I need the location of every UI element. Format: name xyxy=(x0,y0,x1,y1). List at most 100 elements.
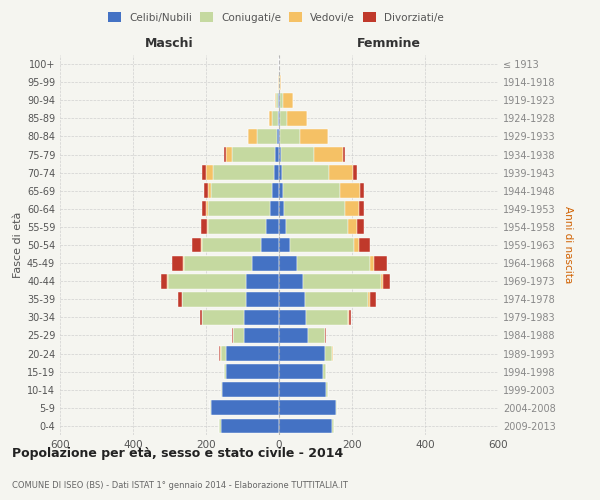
Bar xyxy=(297,256,370,270)
Bar xyxy=(226,346,279,361)
Bar xyxy=(272,111,278,126)
Bar xyxy=(344,202,359,216)
Bar xyxy=(325,328,326,343)
Bar xyxy=(224,147,226,162)
Bar xyxy=(329,165,353,180)
Bar xyxy=(246,292,279,306)
Bar xyxy=(221,346,226,361)
Bar xyxy=(278,93,279,108)
Bar xyxy=(284,202,345,216)
Bar xyxy=(314,147,343,162)
Bar xyxy=(206,165,214,180)
Bar xyxy=(280,129,300,144)
Bar xyxy=(279,111,280,126)
Bar xyxy=(343,147,344,162)
Bar xyxy=(370,292,376,306)
Text: Femmine: Femmine xyxy=(356,36,421,50)
Bar xyxy=(211,400,279,415)
Bar xyxy=(383,274,391,288)
Bar xyxy=(279,202,284,216)
Bar xyxy=(207,220,208,234)
Bar xyxy=(221,418,279,434)
Bar xyxy=(200,310,202,325)
Bar xyxy=(219,346,220,361)
Bar xyxy=(368,292,370,306)
Bar xyxy=(248,129,257,144)
Bar xyxy=(202,165,206,180)
Bar xyxy=(279,238,290,252)
Bar xyxy=(184,256,251,270)
Bar xyxy=(208,184,211,198)
Bar xyxy=(279,74,280,90)
Bar xyxy=(326,382,328,397)
Bar xyxy=(354,238,359,252)
Bar xyxy=(192,238,201,252)
Bar xyxy=(178,292,182,306)
Bar xyxy=(308,328,325,343)
Bar xyxy=(261,238,279,252)
Bar xyxy=(278,111,279,126)
Bar xyxy=(279,274,303,288)
Bar xyxy=(202,238,261,252)
Bar xyxy=(167,274,246,288)
Bar xyxy=(303,274,381,288)
Bar xyxy=(279,328,308,343)
Bar xyxy=(323,364,326,379)
Bar xyxy=(232,328,233,343)
Bar xyxy=(279,93,280,108)
Bar xyxy=(277,129,279,144)
Bar xyxy=(287,111,307,126)
Bar xyxy=(279,220,286,234)
Bar xyxy=(332,346,334,361)
Bar xyxy=(381,274,383,288)
Bar xyxy=(290,238,354,252)
Bar xyxy=(201,238,202,252)
Bar xyxy=(226,364,279,379)
Bar xyxy=(172,256,184,270)
Bar xyxy=(275,147,279,162)
Bar xyxy=(244,310,279,325)
Bar xyxy=(251,256,279,270)
Bar xyxy=(219,418,221,434)
Bar xyxy=(349,310,351,325)
Bar xyxy=(370,256,374,270)
Bar xyxy=(246,274,279,288)
Bar xyxy=(374,256,386,270)
Bar xyxy=(244,328,279,343)
Bar xyxy=(206,202,208,216)
Bar xyxy=(358,220,364,234)
Bar xyxy=(279,418,332,434)
Bar xyxy=(221,382,223,397)
Bar xyxy=(202,202,206,216)
Text: Popolazione per età, sesso e stato civile - 2014: Popolazione per età, sesso e stato civil… xyxy=(12,448,343,460)
Bar xyxy=(232,147,275,162)
Bar xyxy=(279,184,283,198)
Bar xyxy=(279,382,326,397)
Bar xyxy=(279,346,325,361)
Bar xyxy=(233,328,244,343)
Bar xyxy=(282,165,329,180)
Bar xyxy=(359,238,370,252)
Bar xyxy=(270,202,279,216)
Bar xyxy=(182,292,246,306)
Y-axis label: Anni di nascita: Anni di nascita xyxy=(563,206,572,284)
Bar xyxy=(279,129,280,144)
Bar xyxy=(280,93,283,108)
Bar xyxy=(279,147,281,162)
Bar xyxy=(211,184,272,198)
Bar xyxy=(279,364,323,379)
Bar xyxy=(272,184,279,198)
Bar xyxy=(208,202,270,216)
Bar xyxy=(279,292,305,306)
Bar xyxy=(325,346,332,361)
Bar xyxy=(220,346,221,361)
Bar xyxy=(332,418,334,434)
Bar xyxy=(335,400,337,415)
Bar xyxy=(286,220,349,234)
Bar xyxy=(300,129,328,144)
Bar xyxy=(359,202,364,216)
Bar xyxy=(353,165,357,180)
Bar xyxy=(279,310,307,325)
Bar xyxy=(307,310,349,325)
Bar xyxy=(283,184,340,198)
